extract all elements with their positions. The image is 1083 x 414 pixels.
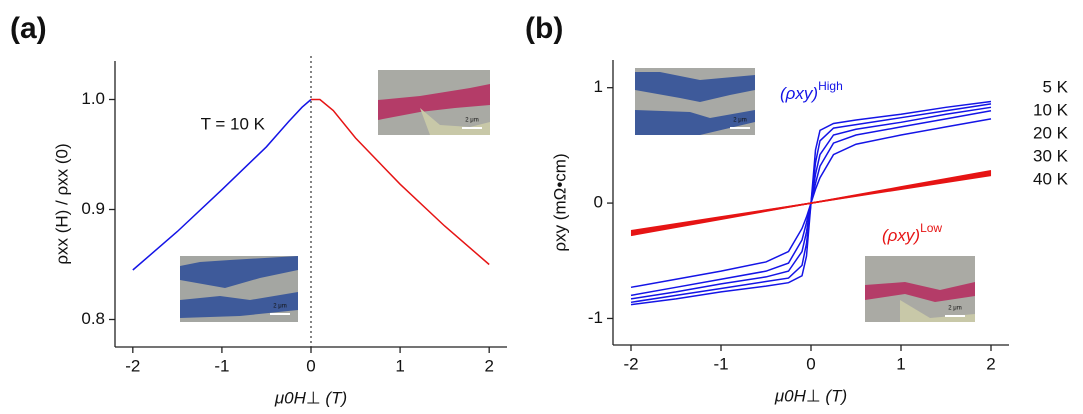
x-tick-label: 0 [806, 354, 815, 373]
annotation-text: (ρxy) [780, 84, 818, 103]
x-tick-label: 0 [306, 356, 315, 375]
series-label: 40 K [1033, 169, 1069, 188]
y-tick-label: -1 [588, 308, 603, 327]
x-tick-label: -1 [713, 354, 728, 373]
inset-image [180, 256, 298, 322]
inset-image [635, 68, 755, 135]
y-tick-label: 0.8 [81, 309, 105, 328]
x-axis-label: μ0H⊥ (T) [774, 386, 847, 405]
annotation-text: (ρxy) [882, 226, 920, 245]
scale-label: 2 μm [948, 306, 961, 312]
scale-label: 2 μm [465, 118, 478, 124]
x-tick-label: 2 [484, 356, 493, 375]
annotation-sup: Low [920, 221, 942, 235]
x-tick-label: 2 [986, 354, 995, 373]
x-tick-label: -2 [125, 356, 140, 375]
inset-image [378, 70, 490, 135]
y-tick-label: 1 [594, 77, 603, 96]
series-label: 30 K [1033, 146, 1069, 165]
panel-label: (b) [525, 12, 563, 45]
series-label: 10 K [1033, 100, 1069, 119]
inset-image [865, 256, 975, 322]
annotation: (ρxy)High [780, 79, 843, 103]
series-label: 20 K [1033, 123, 1069, 142]
data-line [630, 174, 992, 232]
y-axis-label: ρxy (mΩ•cm) [550, 153, 569, 251]
y-axis-label: ρxx (H) / ρxx (0) [52, 143, 71, 264]
scale-label: 2 μm [733, 118, 746, 124]
series-label: 5 K [1042, 77, 1068, 96]
x-tick-label: 1 [395, 356, 404, 375]
y-tick-label: 1.0 [81, 89, 105, 108]
y-tick-label: 0.9 [81, 199, 105, 218]
scale-label: 2 μm [273, 304, 286, 310]
x-axis-label: μ0H⊥ (T) [274, 388, 347, 407]
annotation: T = 10 K [201, 114, 266, 133]
x-tick-label: -2 [623, 354, 638, 373]
annotation-sup: High [818, 79, 843, 93]
x-tick-label: 1 [896, 354, 905, 373]
y-tick-label: 0 [594, 193, 603, 212]
data-line [311, 98, 490, 266]
annotation: (ρxy)Low [882, 221, 942, 245]
data-line [132, 98, 312, 271]
panel-label: (a) [10, 12, 47, 45]
x-tick-label: -1 [214, 356, 229, 375]
